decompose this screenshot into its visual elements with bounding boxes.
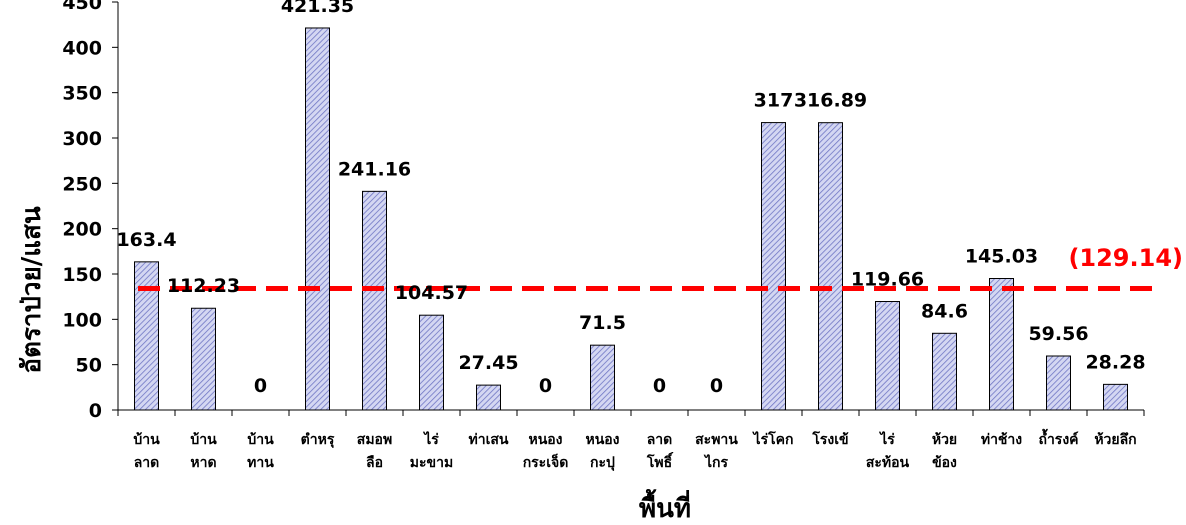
data-label: 27.45 (458, 352, 518, 374)
y-tick-label: 250 (62, 173, 102, 195)
category-label: กระเจ็ด (523, 453, 569, 471)
category-label: ถ้ำรงค์ (1038, 428, 1078, 448)
data-label: 317 (754, 90, 794, 112)
category-label: ลาด (647, 432, 673, 448)
category-label: ห้วย (932, 432, 957, 448)
bar (419, 314, 444, 411)
data-label: 71.5 (579, 312, 626, 334)
y-tick-label: 350 (62, 83, 102, 105)
bar (818, 122, 843, 411)
category-label: หนอง (528, 432, 562, 448)
category-label: หาด (190, 455, 216, 471)
category-label: ลือ (366, 455, 383, 471)
y-tick-label: 400 (62, 37, 102, 59)
bar (134, 261, 159, 411)
data-label: 0 (653, 375, 666, 397)
bar (932, 332, 957, 411)
bar (590, 344, 615, 411)
y-tick-label: 300 (62, 128, 102, 150)
bars-layer (134, 27, 1157, 411)
y-tick-label: 150 (62, 264, 102, 286)
category-label: สะท้อน (866, 455, 910, 471)
bar (362, 190, 387, 411)
data-label: 119.66 (851, 269, 924, 291)
category-label: ท่าเสน (469, 432, 509, 448)
category-label: ข้อง (932, 455, 957, 471)
data-label: 241.16 (338, 158, 411, 180)
y-axis-title: อัตราป่วย/แสน (17, 206, 47, 374)
category-label: ตำหรุ (301, 432, 335, 448)
data-label: 163.4 (116, 229, 176, 251)
bar (191, 307, 216, 411)
bar (989, 278, 1014, 411)
data-label: 0 (254, 375, 267, 397)
y-tick-label: 450 (62, 0, 102, 14)
category-label: สมอพ (357, 432, 392, 448)
data-label: 59.56 (1028, 323, 1088, 345)
category-label: โพธิ์ (646, 451, 674, 471)
category-label: ทาน (247, 455, 274, 471)
category-label: สะพาน (695, 432, 738, 448)
data-label: 0 (539, 375, 552, 397)
category-label: หนอง (585, 432, 619, 448)
category-label: โรงเข้ (811, 430, 848, 448)
category-label: ไร่ (422, 430, 439, 448)
bar (761, 122, 786, 411)
bar (476, 384, 501, 411)
category-label: ท่าช้าง (981, 432, 1022, 448)
data-label: 84.6 (921, 300, 968, 322)
category-label: บ้าน (190, 432, 217, 448)
bar (1103, 383, 1128, 411)
category-label: บ้าน (133, 432, 160, 448)
labels-layer: 163.4บ้านลาด112.23บ้านหาด0บ้านทาน421.35ต… (116, 0, 1183, 471)
bar (1046, 355, 1071, 411)
y-tick-label: 200 (62, 219, 102, 241)
category-label: ไกร (703, 453, 729, 471)
bar (875, 301, 900, 411)
data-label: 104.57 (395, 282, 468, 304)
data-label: 0 (710, 375, 723, 397)
category-label: มะขาม (410, 455, 453, 471)
category-label: ไร่ (878, 430, 895, 448)
data-label: 421.35 (281, 0, 354, 17)
data-label: 316.89 (794, 90, 867, 112)
category-label: ลาด (134, 455, 160, 471)
category-label: ห้วยลึก (1094, 431, 1136, 448)
x-axis-title: พื้นที่ (639, 488, 691, 524)
category-label: ไร่โคก (752, 430, 794, 448)
data-label: 112.23 (167, 275, 240, 297)
bar (305, 27, 330, 411)
data-label: 28.28 (1085, 351, 1145, 373)
category-label: บ้าน (247, 432, 274, 448)
reference-line-label: (129.14) (1068, 244, 1183, 272)
data-label: 145.03 (965, 246, 1038, 268)
y-tick-label: 0 (89, 400, 102, 422)
y-tick-label: 50 (76, 355, 102, 377)
axes-layer: 0 50 100 150 200 250 300 350 400 450 (62, 0, 1145, 422)
category-label: กะปุ (590, 455, 615, 471)
y-tick-label: 100 (62, 309, 102, 331)
